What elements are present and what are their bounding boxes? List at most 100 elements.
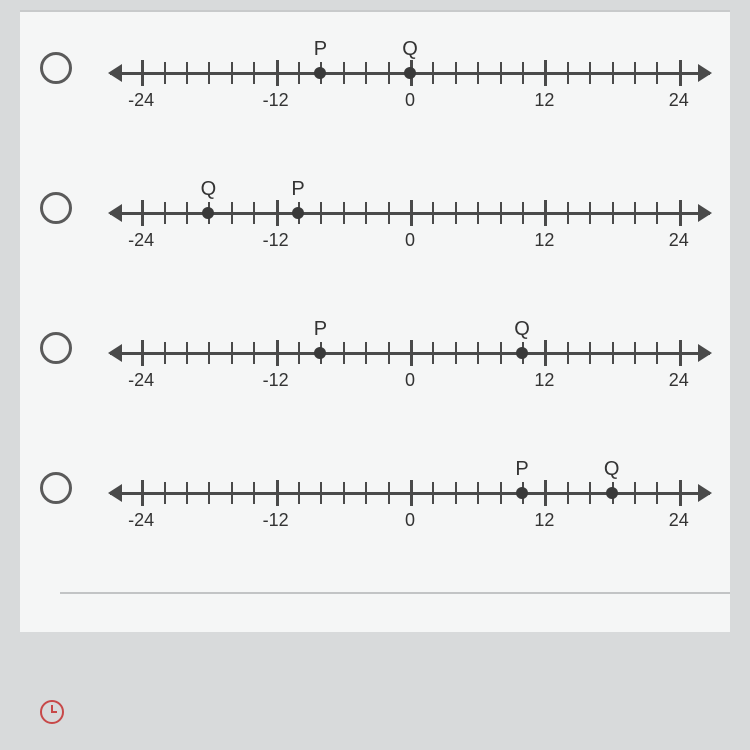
tick-label: 0 (405, 230, 415, 251)
tick (253, 62, 255, 84)
numberline-2: -24-1201224QP (110, 182, 710, 272)
tick (276, 480, 279, 506)
radio-option-3[interactable] (40, 332, 72, 364)
tick (298, 62, 300, 84)
arrow-left-icon (108, 484, 122, 502)
tick-label: 24 (669, 90, 689, 111)
tick-label: -12 (263, 230, 289, 251)
tick (656, 202, 658, 224)
tick (612, 342, 614, 364)
tick (634, 62, 636, 84)
tick (567, 342, 569, 364)
tick (679, 200, 682, 226)
tick (612, 62, 614, 84)
tick (298, 342, 300, 364)
tick-label: -12 (263, 370, 289, 391)
tick (231, 62, 233, 84)
point-p (314, 347, 326, 359)
tick-label: 0 (405, 90, 415, 111)
tick-label: 12 (534, 370, 554, 391)
tick (544, 340, 547, 366)
tick (522, 62, 524, 84)
tick-label: 24 (669, 230, 689, 251)
tick (455, 482, 457, 504)
tick (365, 342, 367, 364)
tick (567, 482, 569, 504)
tick (589, 342, 591, 364)
tick (141, 340, 144, 366)
tick (365, 202, 367, 224)
point-label-q: Q (201, 178, 217, 201)
tick (253, 202, 255, 224)
numberline-3: -24-1201224PQ (110, 322, 710, 412)
point-label-q: Q (402, 38, 418, 61)
tick (141, 60, 144, 86)
numberline-1: -24-1201224PQ (110, 42, 710, 132)
point-q (404, 67, 416, 79)
tick-label: 12 (534, 510, 554, 531)
numberline-4: -24-1201224PQ (110, 462, 710, 552)
tick-label: -24 (128, 370, 154, 391)
tick (432, 62, 434, 84)
tick (388, 342, 390, 364)
tick (365, 62, 367, 84)
tick (477, 342, 479, 364)
clock-icon (40, 700, 64, 724)
tick (679, 480, 682, 506)
arrow-right-icon (698, 484, 712, 502)
tick (679, 60, 682, 86)
options-list: -24-1201224PQ-24-1201224QP-24-1201224PQ-… (20, 12, 730, 572)
radio-option-4[interactable] (40, 472, 72, 504)
tick (231, 202, 233, 224)
tick (231, 482, 233, 504)
tick (500, 202, 502, 224)
radio-option-1[interactable] (40, 52, 72, 84)
tick (208, 482, 210, 504)
tick-label: 24 (669, 510, 689, 531)
option-3: -24-1201224PQ (20, 292, 730, 432)
tick (410, 340, 413, 366)
divider (60, 592, 730, 594)
tick-label: -24 (128, 230, 154, 251)
tick (186, 342, 188, 364)
tick (343, 202, 345, 224)
tick (477, 482, 479, 504)
tick-label: 12 (534, 90, 554, 111)
tick (164, 202, 166, 224)
tick (253, 482, 255, 504)
tick (141, 200, 144, 226)
point-p (314, 67, 326, 79)
radio-option-2[interactable] (40, 192, 72, 224)
tick (186, 62, 188, 84)
tick (612, 202, 614, 224)
tick (388, 482, 390, 504)
tick (656, 62, 658, 84)
tick (477, 202, 479, 224)
tick (343, 342, 345, 364)
tick (320, 202, 322, 224)
tick (522, 202, 524, 224)
point-label-p: P (314, 318, 327, 341)
tick-label: -24 (128, 510, 154, 531)
tick (231, 342, 233, 364)
tick (567, 62, 569, 84)
tick-label: 12 (534, 230, 554, 251)
tick (208, 342, 210, 364)
tick-label: 24 (669, 370, 689, 391)
option-4: -24-1201224PQ (20, 432, 730, 572)
tick (276, 340, 279, 366)
arrow-right-icon (698, 204, 712, 222)
tick (298, 482, 300, 504)
arrow-left-icon (108, 64, 122, 82)
tick (500, 342, 502, 364)
tick (544, 480, 547, 506)
tick (164, 342, 166, 364)
tick (276, 200, 279, 226)
tick (208, 62, 210, 84)
quiz-panel: -24-1201224PQ-24-1201224QP-24-1201224PQ-… (20, 10, 730, 632)
tick (164, 62, 166, 84)
option-2: -24-1201224QP (20, 152, 730, 292)
point-q (516, 347, 528, 359)
tick (656, 482, 658, 504)
tick (544, 60, 547, 86)
